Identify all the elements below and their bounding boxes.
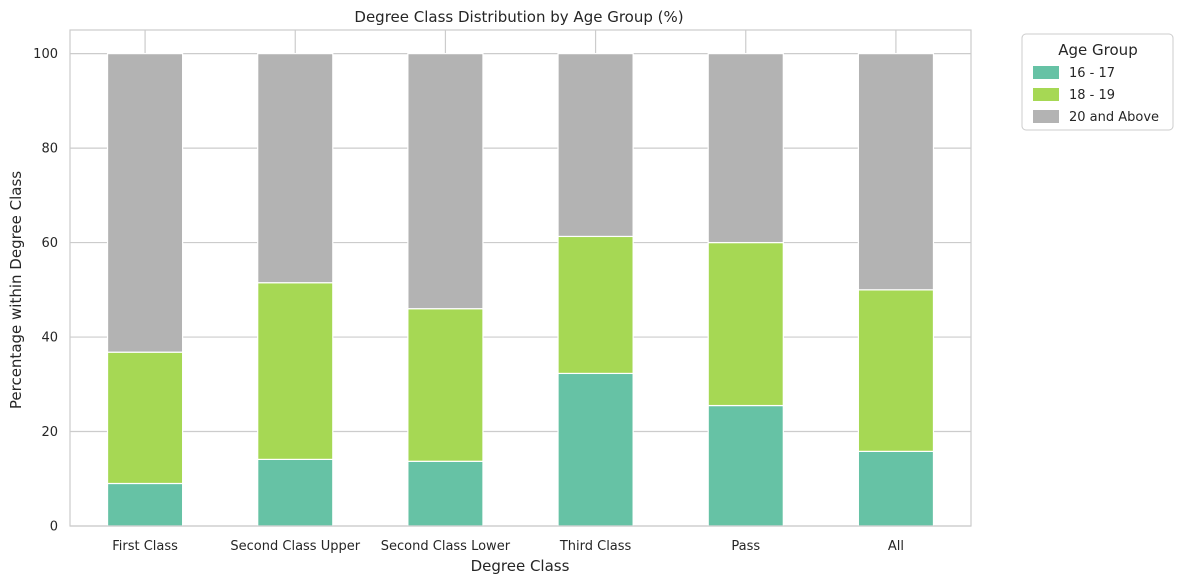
x-axis-label: Degree Class [471,557,570,575]
y-tick-label: 100 [33,47,58,62]
bar-segment [257,458,334,527]
bar-segment [106,53,184,353]
legend: Age Group 16 - 17 18 - 19 20 and Above [1021,33,1174,131]
bar-segment [557,372,634,527]
legend-frame [1021,33,1174,131]
legend-entry-label: 18 - 19 [1069,88,1115,103]
x-tick-label: All [888,539,904,554]
legend-entry-label: 16 - 17 [1069,66,1115,81]
bar-segment [407,308,484,462]
bar-segment [557,53,634,238]
bar-segment [106,482,184,527]
bar-segment [557,235,634,375]
y-tick-label: 0 [50,520,58,535]
y-tick-label: 40 [41,331,58,346]
bar-segment [257,282,334,460]
x-tick-label: Second Class Lower [381,539,511,554]
legend-swatch [1033,88,1059,101]
x-tick-label: First Class [112,539,178,554]
x-tick-label: Third Class [559,539,632,554]
bar-segment [857,450,935,527]
grid-lines [70,30,971,527]
bar-segment [707,53,784,244]
legend-swatch [1033,110,1059,123]
y-tick-labels: 0 20 40 60 80 100 [33,47,58,534]
plot-frame [69,29,972,527]
x-tick-label: Pass [731,539,760,554]
legend-title: Age Group [1058,41,1137,59]
bars [106,53,935,527]
bar-segment [257,53,334,284]
bar-segment [707,241,784,407]
bar-segment [106,351,184,485]
bar-segment [407,460,484,527]
legend-items: 16 - 17 18 - 19 20 and Above [1033,66,1159,125]
bar-segment [857,289,935,452]
y-tick-label: 80 [41,142,58,157]
x-tick-label: Second Class Upper [230,539,360,554]
bar-segment [707,404,784,527]
x-tick-labels: First Class Second Class Upper Second Clas… [112,539,904,554]
y-axis-label: Percentage within Degree Class [7,171,25,409]
bar-segment [857,53,935,291]
legend-swatch [1033,66,1059,79]
y-tick-label: 20 [41,425,58,440]
bar-segment [407,53,484,310]
chart-title: Degree Class Distribution by Age Group (… [354,8,683,26]
legend-entry-label: 20 and Above [1069,110,1159,125]
y-tick-label: 60 [41,236,58,251]
